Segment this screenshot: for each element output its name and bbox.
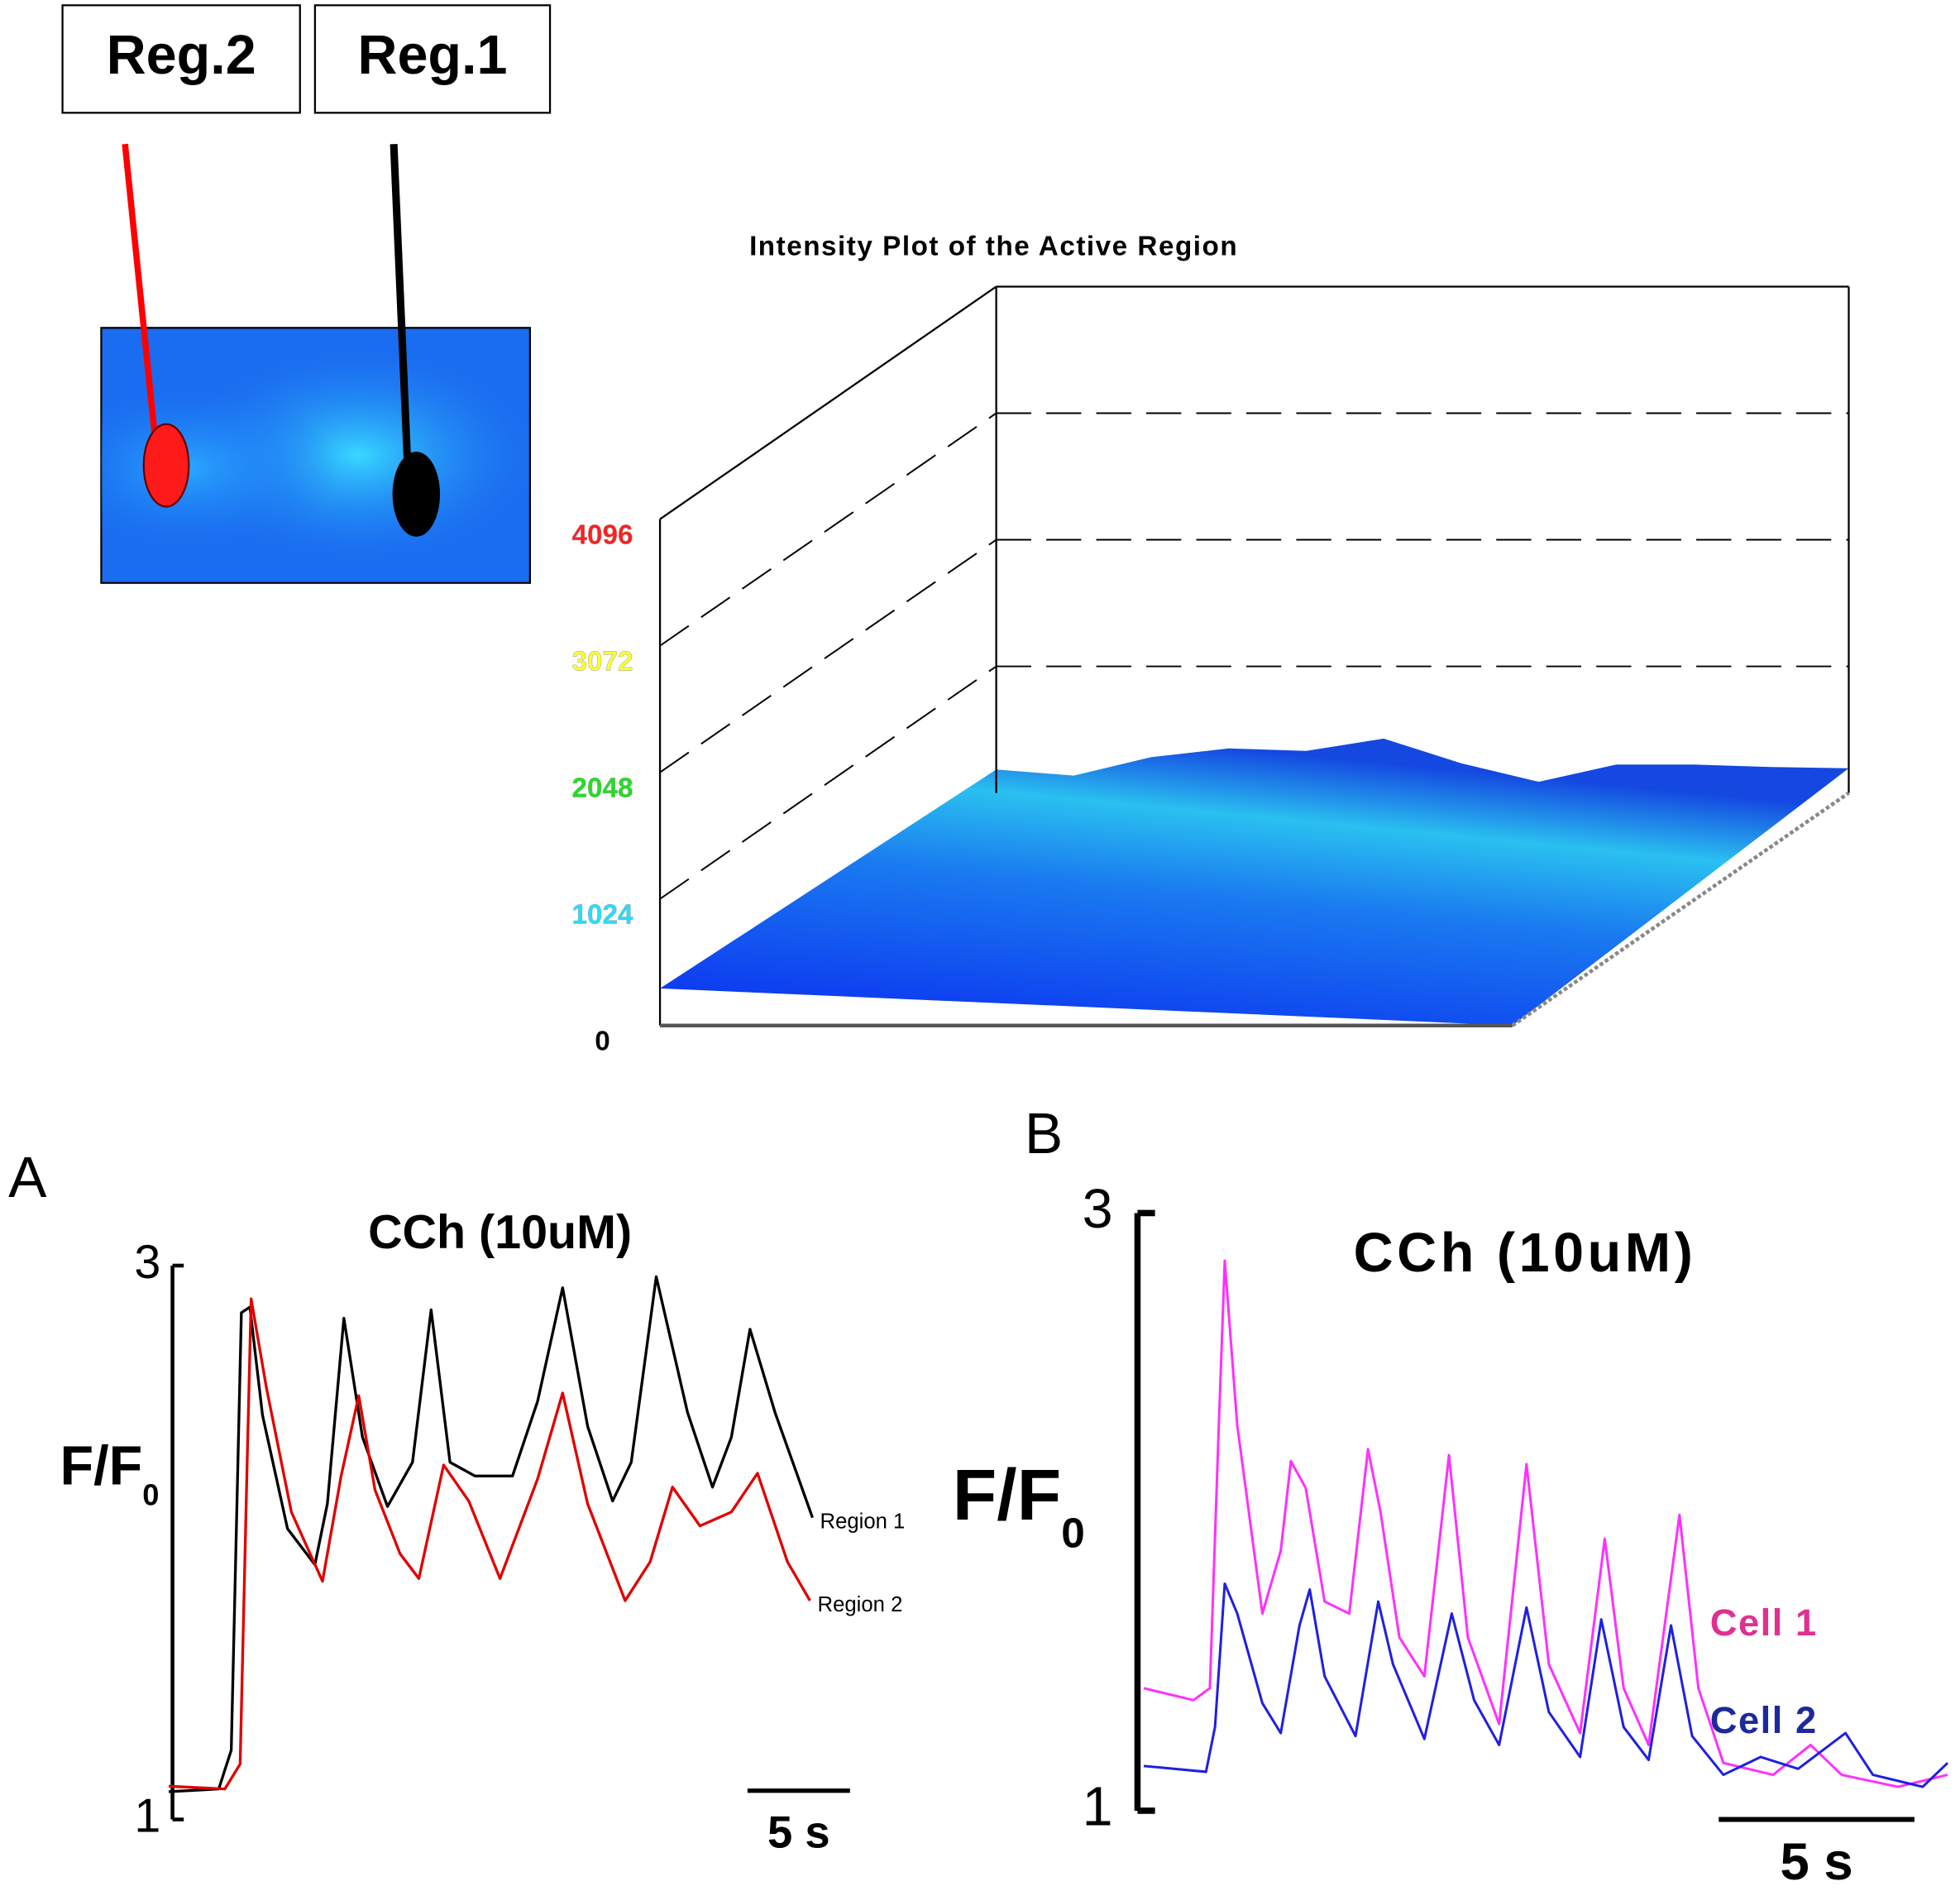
pointer-line bbox=[122, 143, 159, 438]
data-line bbox=[1143, 1259, 1948, 1788]
annotation: CCh (10uM) bbox=[1354, 1223, 1697, 1284]
panel-label: A bbox=[8, 1145, 47, 1209]
y-axis-label-main: F/F bbox=[953, 1454, 1061, 1535]
scale-bar-label: 5 s bbox=[767, 1807, 830, 1858]
axis-line bbox=[1511, 791, 1850, 1027]
y-axis-label: F/F0 bbox=[953, 1454, 1085, 1556]
legend-label: Cell 1 bbox=[1710, 1601, 1818, 1644]
legend-label: Cell 2 bbox=[1710, 1699, 1818, 1741]
region-label: Reg.2 bbox=[107, 25, 256, 86]
panel-label: B bbox=[1025, 1101, 1063, 1166]
region-marker bbox=[392, 451, 441, 537]
y-tick-label: 3 bbox=[134, 1236, 160, 1289]
annotation: CCh (10uM) bbox=[368, 1206, 632, 1259]
y-axis-label-main: F/F bbox=[60, 1435, 143, 1496]
y-axis-label-sub: 0 bbox=[142, 1477, 159, 1511]
y-axis-label-sub: 0 bbox=[1061, 1508, 1085, 1556]
y-tick-label: 3 bbox=[1083, 1179, 1113, 1240]
y-tick-label: 1 bbox=[1083, 1777, 1113, 1838]
region-marker bbox=[142, 423, 190, 508]
data-line bbox=[1143, 1582, 1949, 1788]
z-tick-label: 3072 bbox=[572, 647, 633, 677]
intensity-surface bbox=[660, 738, 1849, 1026]
z-tick-label: 2048 bbox=[572, 773, 633, 804]
z-tick-label: 1024 bbox=[572, 900, 633, 931]
legend-label: Region 1 bbox=[820, 1510, 906, 1533]
data-line bbox=[168, 1275, 815, 1793]
data-line bbox=[168, 1297, 811, 1791]
plot-title: Intensity Plot of the Active Region bbox=[749, 231, 1238, 261]
legend-label: Region 2 bbox=[818, 1593, 903, 1616]
axis-line bbox=[659, 285, 997, 520]
y-axis-label: F/F0 bbox=[60, 1435, 160, 1511]
region-label: Reg.1 bbox=[357, 25, 507, 86]
grid-line bbox=[659, 665, 997, 900]
z-tick-label: 0 bbox=[595, 1027, 610, 1057]
label-box bbox=[61, 4, 301, 114]
grid-line bbox=[659, 539, 997, 773]
z-tick-label: 4096 bbox=[572, 520, 633, 551]
label-box bbox=[313, 4, 552, 114]
scale-bar-label: 5 s bbox=[1780, 1833, 1852, 1891]
grid-line bbox=[659, 412, 997, 647]
y-tick-label: 1 bbox=[134, 1790, 160, 1843]
pointer-line bbox=[390, 143, 412, 463]
